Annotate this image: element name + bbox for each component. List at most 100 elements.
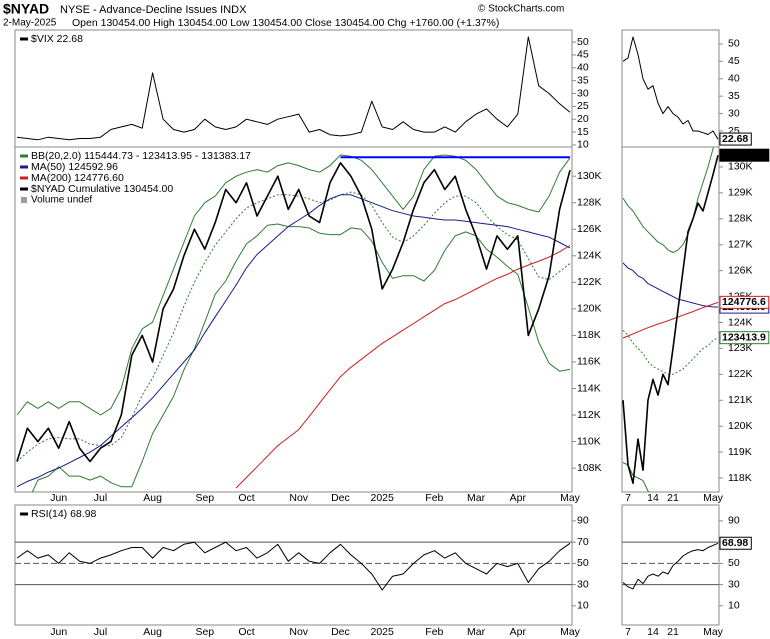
- series-line: [622, 155, 719, 484]
- x-tick-label: Nov: [289, 626, 308, 638]
- y-tick-label: 123K: [728, 342, 753, 354]
- legend-label: MA(200) 124776.60: [31, 172, 124, 184]
- y-tick-label: 10: [577, 600, 589, 612]
- y-tick-label: 15: [577, 126, 589, 138]
- x-tick-label: 7: [625, 492, 631, 504]
- legend-label: RSI(14) 68.98: [31, 508, 97, 520]
- y-tick-label: 128K: [728, 213, 753, 225]
- y-tick-label: 118K: [728, 472, 752, 484]
- y-tick-label: 40: [728, 73, 740, 85]
- x-tick-label: Jun: [50, 492, 67, 504]
- legend-swatch: [20, 37, 28, 41]
- x-tick-label: Dec: [331, 626, 350, 638]
- y-tick-label: 10: [577, 139, 589, 151]
- y-tick-label: 20: [577, 113, 589, 125]
- value-tag-label: 130454.0: [722, 149, 766, 161]
- x-tick-label: May: [560, 626, 581, 638]
- x-tick-label: May: [703, 492, 724, 504]
- value-tag-label: 22.68: [722, 133, 748, 145]
- y-tick-label: 90: [728, 515, 740, 527]
- x-tick-label: 2025: [371, 492, 395, 504]
- x-tick-label: 21: [667, 626, 679, 638]
- value-tag: [719, 132, 752, 146]
- series-line: [16, 36, 571, 141]
- y-tick-label: 128K: [577, 197, 602, 209]
- panel-frame: [14, 504, 573, 626]
- y-tick-label: 110K: [577, 435, 601, 447]
- y-tick-label: 121K: [728, 394, 753, 406]
- y-tick-label: 50: [577, 557, 589, 569]
- symbol-name: NYSE - Advance-Decline Issues INDX: [60, 4, 247, 16]
- y-tick-label: 112K: [577, 409, 601, 421]
- legend-label: $NYAD Cumulative 130454.00: [31, 183, 173, 195]
- panel-frame: [621, 29, 720, 148]
- value-tag: [719, 295, 770, 309]
- value-tag-label: 124776.6: [722, 296, 766, 308]
- x-tick-label: Mar: [467, 626, 486, 638]
- series-line: [622, 301, 719, 339]
- x-tick-label: Nov: [289, 492, 308, 504]
- series-line: [622, 329, 719, 375]
- value-tag: [719, 148, 770, 162]
- y-tick-label: 35: [728, 90, 740, 102]
- x-tick-label: Aug: [143, 492, 162, 504]
- value-tag: [719, 331, 770, 345]
- panel-frame: [621, 504, 720, 626]
- y-tick-label: 116K: [577, 356, 601, 368]
- panel-frame: [14, 29, 573, 148]
- quote: Open 130454.00 High 130454.00 Low 130454…: [72, 17, 499, 29]
- y-tick-label: 130K: [577, 170, 602, 182]
- y-tick-label: 50: [728, 557, 740, 569]
- series-line: [16, 194, 571, 488]
- y-tick-label: 127K: [728, 239, 753, 251]
- series-line: [622, 542, 719, 590]
- y-tick-label: 30: [577, 87, 589, 99]
- y-tick-label: 10: [728, 600, 740, 612]
- watermark: © StockCharts.com: [478, 4, 564, 15]
- y-tick-label: 126K: [728, 264, 753, 276]
- legend-swatch: [20, 512, 28, 516]
- x-tick-label: 21: [667, 492, 679, 504]
- y-tick-label: 45: [728, 55, 740, 67]
- x-tick-label: May: [560, 492, 581, 504]
- value-tag-label: 123413.9: [722, 331, 766, 343]
- y-tick-label: 40: [577, 62, 589, 74]
- y-tick-label: 50: [577, 36, 589, 48]
- x-tick-label: Mar: [467, 492, 486, 504]
- series-line: [16, 162, 571, 463]
- x-tick-label: Feb: [425, 626, 443, 638]
- y-tick-label: 129K: [728, 187, 753, 199]
- y-tick-label: 122K: [728, 368, 753, 380]
- series-line: [622, 262, 719, 308]
- legend-swatch: [20, 154, 28, 158]
- x-tick-label: 2025: [371, 626, 395, 638]
- legend-swatch: [20, 187, 28, 191]
- series-line: [16, 154, 571, 416]
- y-tick-label: 25: [728, 125, 740, 137]
- y-tick-label: 70: [577, 536, 589, 548]
- y-tick-label: 45: [577, 49, 589, 61]
- series-line: [16, 191, 571, 462]
- x-tick-label: 14: [647, 492, 659, 504]
- x-tick-label: Dec: [331, 492, 350, 504]
- series-line: [235, 245, 571, 489]
- x-tick-label: Aug: [143, 626, 162, 638]
- date: 2-May-2025: [3, 18, 57, 29]
- legend-swatch: [20, 176, 28, 180]
- x-tick-label: May: [703, 626, 724, 638]
- y-tick-label: 30: [728, 578, 740, 590]
- y-tick-label: 114K: [577, 382, 601, 394]
- x-tick-label: Apr: [510, 492, 527, 504]
- legend-swatch: [21, 197, 27, 203]
- legend-label: BB(20,2.0) 115444.73 - 123413.95 - 13138…: [31, 150, 251, 162]
- symbol: $NYAD: [3, 1, 49, 17]
- x-tick-label: Sep: [195, 492, 214, 504]
- legend-label: MA(50) 124592.96: [31, 161, 118, 173]
- y-tick-label: 30: [577, 578, 589, 590]
- y-tick-label: 130K: [728, 161, 753, 173]
- series-line: [622, 462, 650, 492]
- x-tick-label: Apr: [510, 626, 527, 638]
- y-tick-label: 126K: [577, 223, 602, 235]
- y-tick-label: 119K: [728, 446, 752, 458]
